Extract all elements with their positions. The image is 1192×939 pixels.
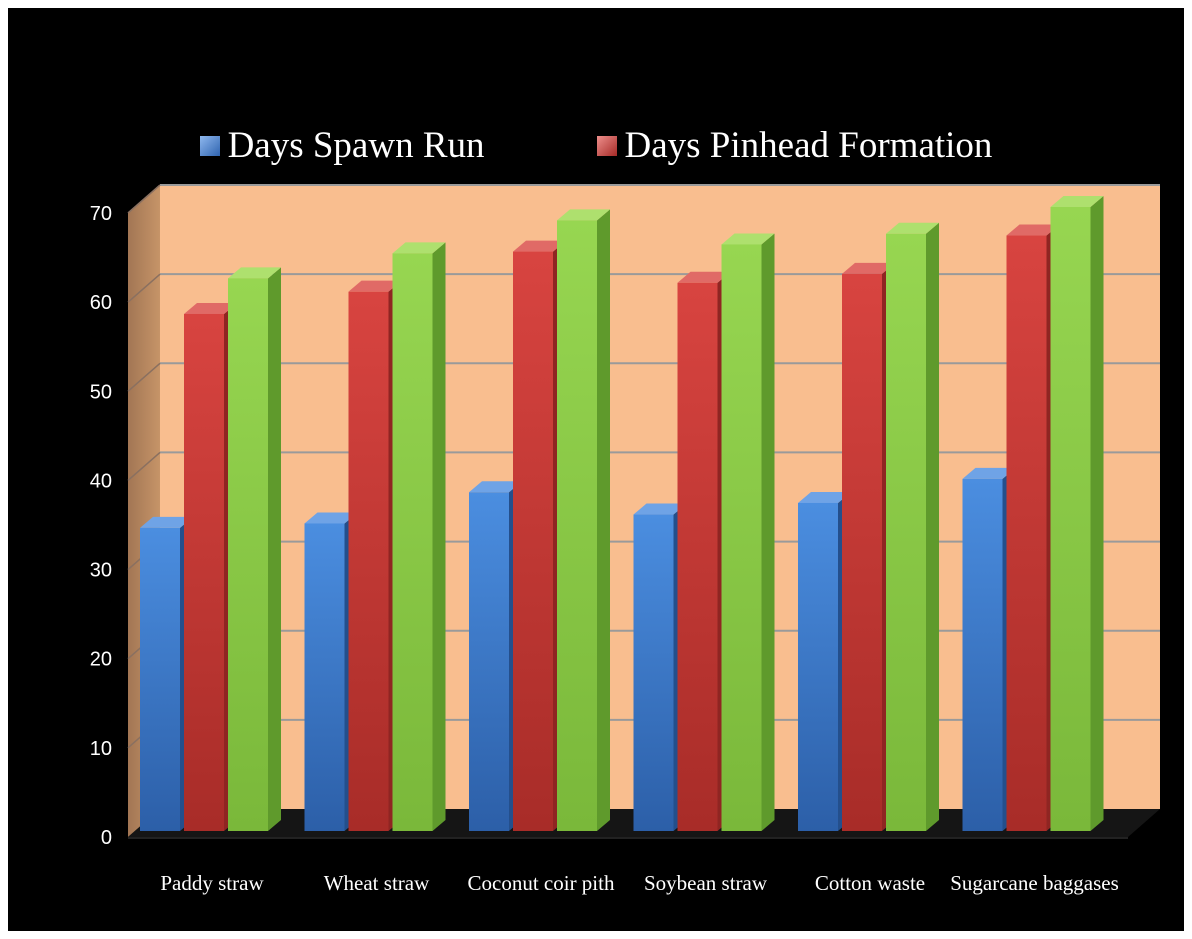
bar-top	[677, 271, 731, 283]
bar-top	[513, 240, 566, 252]
x-tick-label: Sugarcane baggases	[950, 871, 1119, 895]
bar	[348, 291, 389, 832]
bar-side	[268, 267, 281, 831]
bar	[304, 523, 345, 831]
bar	[228, 278, 268, 831]
bar-top	[348, 280, 402, 292]
bar-top	[1050, 196, 1104, 207]
gridline-side	[127, 273, 161, 303]
bar	[798, 502, 838, 831]
y-tick-label: 60	[90, 292, 112, 314]
x-tick-label: Wheat straw	[324, 871, 430, 895]
bar-top	[557, 209, 610, 221]
bar-top	[633, 503, 687, 515]
legend-item-spawn-run: Days Spawn Run	[199, 124, 485, 167]
y-tick-label: 50	[90, 381, 112, 403]
bar	[721, 244, 762, 831]
bar	[1050, 207, 1091, 831]
bar	[557, 220, 597, 831]
y-tick-label: 0	[101, 827, 112, 849]
bar-top	[469, 481, 522, 493]
bar	[842, 273, 882, 831]
bar-top	[842, 262, 895, 274]
bar-top	[962, 467, 1016, 479]
y-tick-label: 10	[90, 738, 112, 760]
bar-top	[184, 302, 237, 314]
x-tick-label: Coconut coir pith	[468, 871, 615, 895]
y-tick-label: 40	[90, 470, 112, 492]
bar	[962, 478, 1003, 831]
legend-swatch-spawn-run	[199, 135, 220, 156]
bar-top	[721, 233, 775, 245]
bar-side	[761, 233, 775, 831]
legend-label-spawn-run: Days Spawn Run	[227, 125, 485, 166]
y-tick-label: 30	[90, 560, 112, 582]
bar-side	[926, 222, 939, 831]
gridline-side	[127, 362, 161, 392]
y-tick-label: 70	[90, 203, 112, 225]
legend-label-pinhead-formation: Days Pinhead Formation	[624, 125, 993, 166]
bar-top	[798, 491, 851, 503]
legend-swatch-pinhead-formation	[596, 135, 617, 156]
bar-side	[432, 242, 446, 832]
bar	[184, 313, 224, 831]
bar-top	[228, 267, 281, 279]
bar-side	[1090, 196, 1104, 831]
gridline-side	[127, 184, 161, 214]
x-tick-label: Cotton waste	[815, 871, 925, 895]
x-tick-label: Paddy straw	[160, 871, 264, 895]
chart-legend: Days Spawn Run Days Pinhead Formation	[0, 124, 1192, 167]
bar	[1006, 235, 1047, 832]
bar	[677, 282, 718, 831]
bar-top	[304, 512, 358, 524]
bar	[469, 492, 509, 831]
bar	[633, 514, 674, 831]
bar	[886, 233, 926, 831]
bar-top	[1006, 224, 1060, 236]
legend-item-pinhead-formation: Days Pinhead Formation	[596, 124, 993, 167]
bar	[140, 527, 180, 831]
x-tick-label: Soybean straw	[644, 871, 768, 895]
y-tick-label: 20	[90, 649, 112, 671]
bar-top	[140, 516, 193, 528]
gridline-side	[127, 451, 161, 481]
bar-side	[597, 209, 610, 831]
bar	[392, 253, 433, 832]
bar-top	[392, 242, 446, 254]
bar	[513, 251, 553, 832]
bar-top	[886, 222, 939, 234]
